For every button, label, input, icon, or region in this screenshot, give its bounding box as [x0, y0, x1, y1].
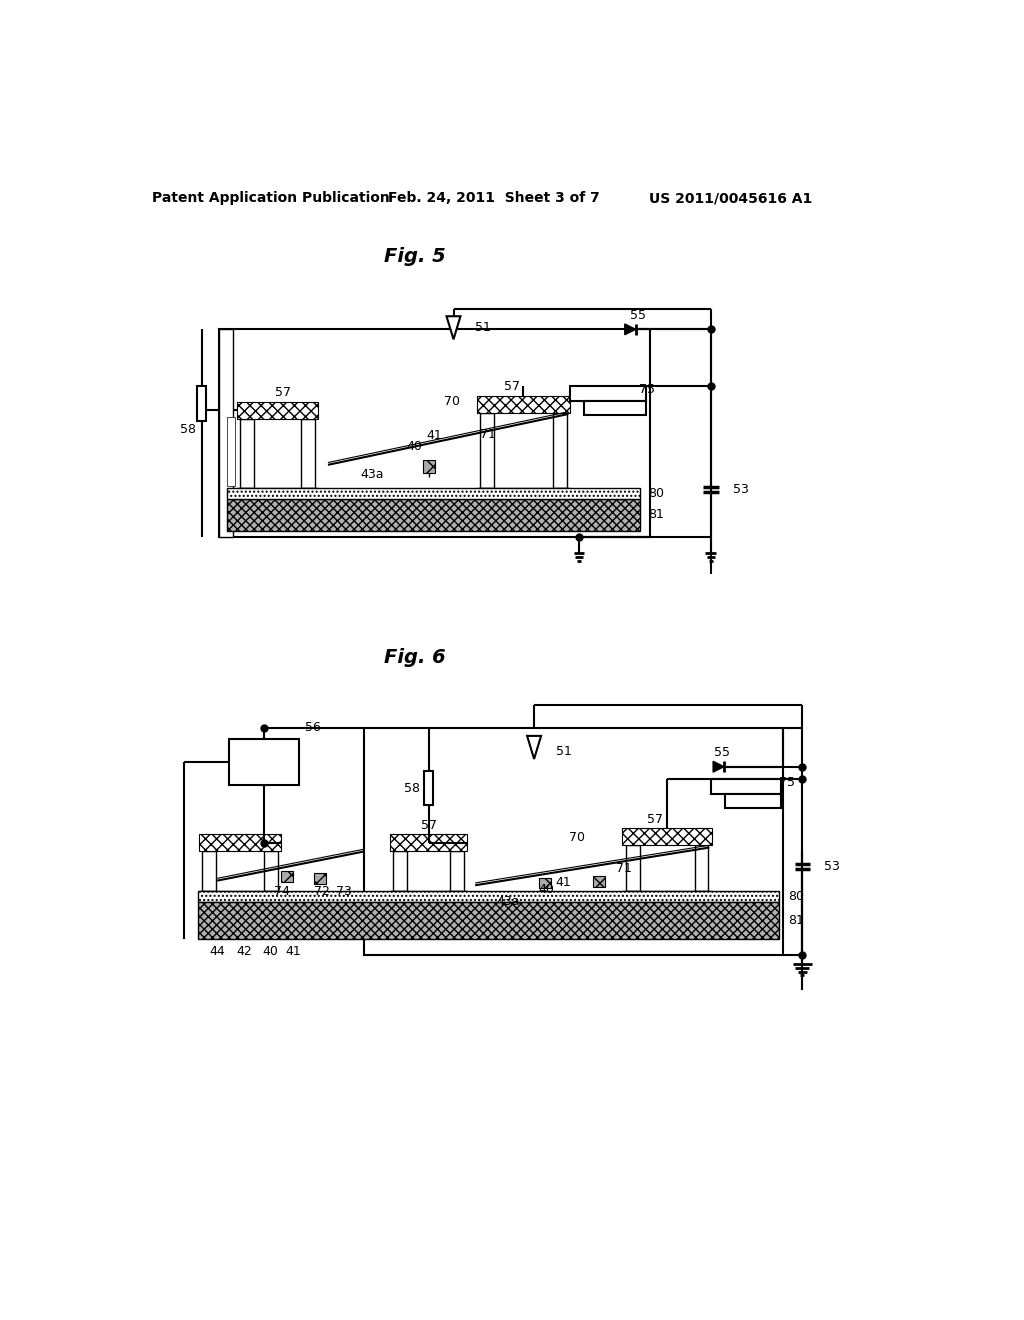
Bar	[227, 417, 234, 487]
Text: 75: 75	[640, 383, 655, 396]
Text: 51: 51	[475, 321, 492, 334]
Bar	[451, 851, 464, 891]
Text: 74: 74	[273, 884, 290, 898]
Text: 70: 70	[444, 395, 460, 408]
Text: 41: 41	[286, 945, 301, 958]
Text: 42: 42	[237, 945, 252, 958]
Bar	[390, 834, 467, 851]
Bar	[200, 834, 281, 851]
Text: 51: 51	[556, 744, 571, 758]
Text: 53: 53	[732, 483, 749, 496]
Polygon shape	[625, 323, 636, 335]
Text: 40: 40	[262, 945, 278, 958]
Bar	[263, 851, 278, 891]
Bar	[219, 330, 649, 537]
Text: Fig. 6: Fig. 6	[384, 648, 445, 667]
Bar	[227, 499, 640, 531]
Bar	[198, 891, 779, 903]
Bar	[314, 873, 327, 884]
Bar	[390, 891, 467, 903]
Text: 41: 41	[426, 429, 442, 442]
Text: 80: 80	[648, 487, 665, 500]
Text: 81: 81	[788, 915, 804, 927]
Bar	[197, 385, 206, 421]
Text: 72: 72	[313, 884, 330, 898]
Bar	[301, 418, 314, 488]
Text: 44: 44	[209, 945, 225, 958]
Bar	[228, 739, 299, 785]
Bar	[365, 729, 783, 956]
Bar	[198, 903, 779, 940]
Bar	[477, 396, 569, 412]
Text: 81: 81	[648, 508, 665, 521]
Text: 40: 40	[407, 440, 423, 453]
Text: 71: 71	[480, 428, 497, 441]
Bar	[237, 488, 317, 499]
Bar	[626, 845, 640, 891]
Text: 57: 57	[647, 813, 664, 825]
Text: 55: 55	[630, 309, 646, 322]
Bar	[623, 829, 712, 845]
Bar	[423, 461, 435, 473]
Text: 58: 58	[179, 422, 196, 436]
Bar	[200, 891, 281, 903]
Text: 70: 70	[569, 832, 586, 843]
Text: 53: 53	[824, 861, 840, 874]
Bar	[539, 878, 551, 888]
Text: 57: 57	[275, 385, 292, 399]
Bar	[240, 418, 254, 488]
Bar	[593, 876, 605, 887]
Text: 73: 73	[336, 884, 351, 898]
Bar	[424, 771, 433, 805]
Bar	[711, 779, 780, 795]
Bar	[203, 851, 216, 891]
Bar	[281, 871, 293, 882]
Polygon shape	[713, 762, 724, 772]
Polygon shape	[527, 737, 541, 759]
Bar	[219, 330, 233, 537]
Bar	[393, 851, 407, 891]
Text: 55: 55	[715, 746, 730, 759]
Text: Patent Application Publication: Patent Application Publication	[153, 191, 390, 206]
Bar	[480, 412, 494, 488]
Text: 71: 71	[616, 862, 632, 875]
Text: 80: 80	[788, 890, 804, 903]
Bar	[477, 488, 569, 499]
Bar	[569, 385, 646, 401]
Text: 56: 56	[304, 721, 321, 734]
Text: 57: 57	[421, 818, 436, 832]
Text: 58: 58	[403, 781, 420, 795]
Bar	[237, 401, 317, 418]
Text: 43a: 43a	[360, 467, 384, 480]
Bar	[584, 401, 646, 414]
Text: 43a: 43a	[496, 895, 519, 908]
Bar	[694, 845, 709, 891]
Text: Fig. 5: Fig. 5	[384, 247, 445, 267]
Text: 41: 41	[556, 875, 571, 888]
Bar	[553, 412, 566, 488]
Bar	[725, 795, 780, 808]
Polygon shape	[446, 317, 461, 339]
Bar	[623, 891, 712, 903]
Text: US 2011/0045616 A1: US 2011/0045616 A1	[649, 191, 813, 206]
Text: 40: 40	[539, 883, 554, 896]
Text: 57: 57	[504, 380, 519, 393]
Bar	[227, 488, 640, 499]
Text: 75: 75	[779, 776, 795, 788]
Text: Feb. 24, 2011  Sheet 3 of 7: Feb. 24, 2011 Sheet 3 of 7	[388, 191, 600, 206]
